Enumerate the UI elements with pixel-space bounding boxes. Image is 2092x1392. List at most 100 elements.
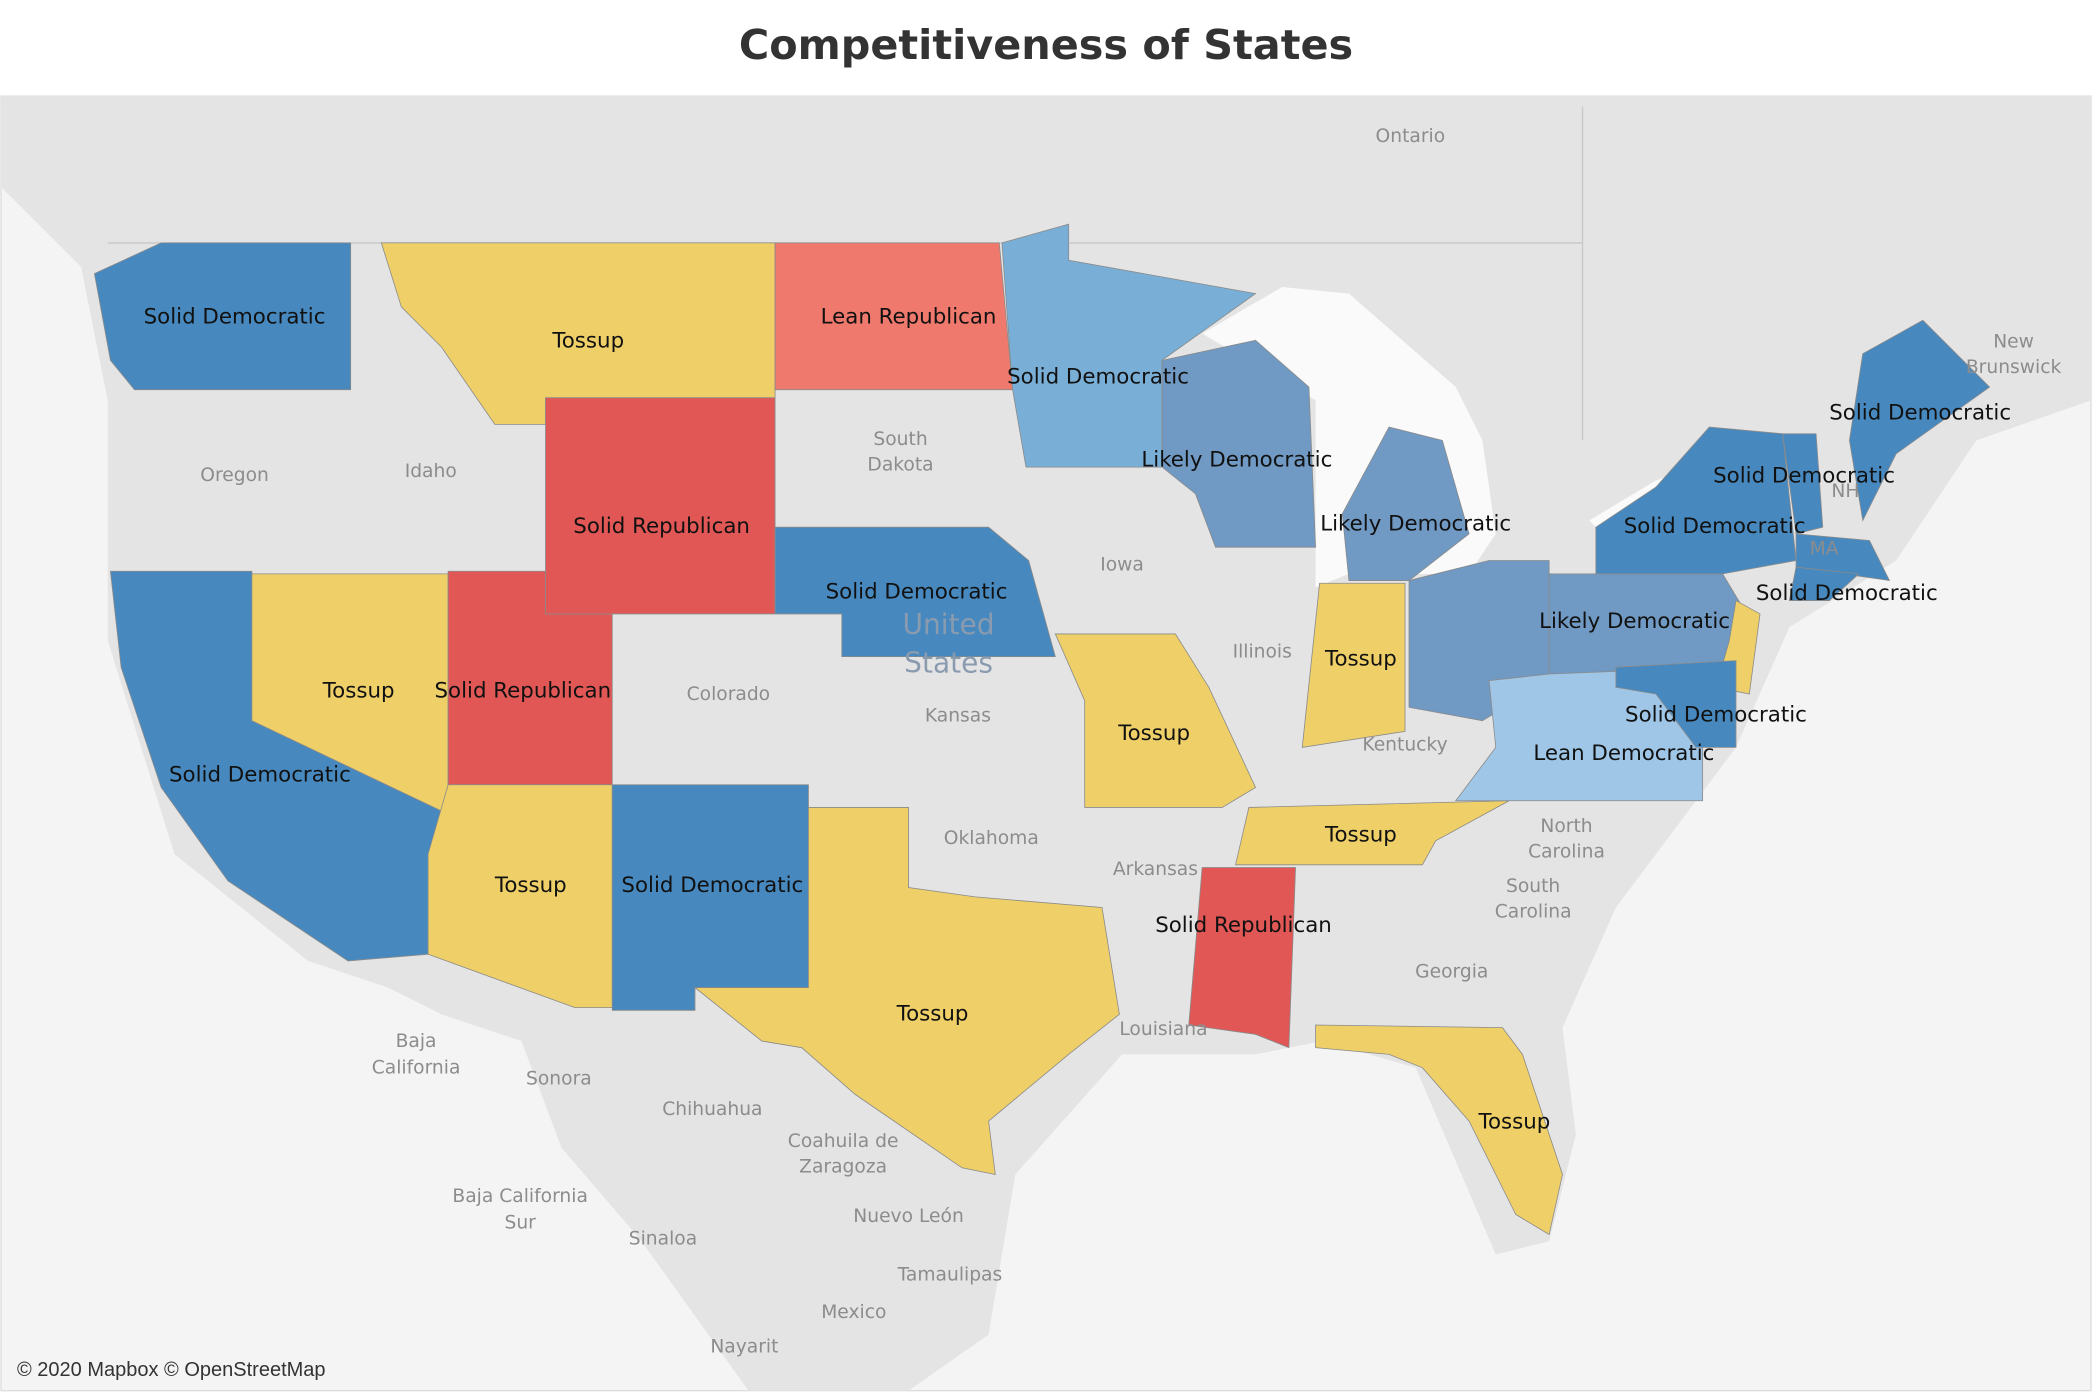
- place-name: Sinaloa: [629, 1228, 697, 1249]
- region-label: Likely Democratic: [1320, 512, 1511, 537]
- place-name-line: States: [904, 647, 993, 680]
- place-name: New Brunswick: [1966, 331, 2062, 377]
- place-name: Kansas: [925, 705, 991, 726]
- place-name-line: New: [1993, 331, 2034, 352]
- region-label: Solid Democratic: [1007, 365, 1189, 390]
- place-name-line: Oklahoma: [944, 828, 1039, 849]
- state: [1188, 867, 1296, 1049]
- place-name-line: Iowa: [1100, 554, 1144, 575]
- place-name-line: Coahuila de: [788, 1131, 899, 1152]
- place-name-line: Chihuahua: [662, 1099, 762, 1120]
- place-name: United States: [903, 608, 995, 680]
- place-name: Baja California: [372, 1030, 461, 1078]
- place-name-line: Baja: [396, 1030, 437, 1051]
- region-label: Solid Republican: [573, 514, 750, 539]
- region-label: Tossup: [1478, 1109, 1551, 1134]
- place-name: Kentucky: [1362, 734, 1447, 755]
- state: [1054, 633, 1257, 808]
- place-name: Louisiana: [1119, 1018, 1207, 1039]
- state: [1235, 800, 1510, 866]
- place-name-line: Kentucky: [1362, 734, 1447, 755]
- place-name-line: Zaragoza: [799, 1156, 887, 1177]
- region-label: Solid Democratic: [1624, 514, 1806, 539]
- region-label: Tossup: [1324, 646, 1397, 671]
- region-label: Solid Democratic: [1829, 401, 2011, 426]
- state: [1615, 660, 1737, 748]
- place-name-line: Carolina: [1528, 841, 1605, 862]
- region-label: Lean Republican: [821, 305, 997, 330]
- place-name-line: Ontario: [1376, 126, 1446, 147]
- region-labels: Solid Democratic Tossup Lean Republican …: [144, 305, 2011, 1135]
- region-label: Tossup: [494, 873, 567, 898]
- title: Competitiveness of States: [739, 21, 1353, 69]
- place-name: Illinois: [1233, 641, 1292, 662]
- place-name-line: Arkansas: [1113, 858, 1198, 879]
- region-label: Solid Democratic: [1713, 463, 1895, 488]
- place-name-line: Illinois: [1233, 641, 1292, 662]
- region-label: Tossup: [896, 1001, 969, 1026]
- place-name-line: North: [1540, 816, 1592, 837]
- state: [1161, 339, 1317, 548]
- place-names: Ontario Oregon Idaho South Dakota Iowa Il…: [200, 126, 2061, 1357]
- place-name-line: California: [372, 1057, 461, 1078]
- place-name-line: Sinaloa: [629, 1228, 697, 1249]
- region-label: Solid Democratic: [1756, 581, 1938, 606]
- place-name-line: United: [903, 608, 995, 641]
- region-label: Solid Democratic: [826, 580, 1008, 605]
- place-name: Oklahoma: [944, 828, 1039, 849]
- place-name-line: Tamaulipas: [897, 1264, 1003, 1285]
- place-name: Georgia: [1415, 961, 1488, 982]
- place-name: Baja California Sur: [452, 1185, 587, 1233]
- place-name-line: Idaho: [405, 461, 457, 482]
- region-label: Tossup: [1324, 822, 1397, 847]
- state: [1782, 433, 1824, 535]
- place-name-line: Carolina: [1495, 901, 1572, 922]
- region-label: Solid Democratic: [1625, 702, 1807, 727]
- region-label: Tossup: [322, 678, 395, 703]
- place-name-line: South: [1506, 876, 1560, 897]
- place-name: Chihuahua: [662, 1099, 762, 1120]
- place-name-line: Dakota: [867, 454, 933, 475]
- region-label: Tossup: [551, 329, 624, 354]
- place-name: Nuevo León: [853, 1205, 964, 1226]
- region-label: Tossup: [1117, 721, 1190, 746]
- state: [774, 526, 1056, 658]
- place-name-line: Colorado: [687, 683, 770, 704]
- place-name: South Dakota: [867, 429, 933, 475]
- place-name: Coahuila de Zaragoza: [788, 1131, 899, 1177]
- place-name-line: Kansas: [925, 705, 991, 726]
- place-name-line: Nayarit: [710, 1336, 778, 1357]
- place-name: South Carolina: [1495, 876, 1572, 922]
- place-name-line: South: [873, 429, 927, 450]
- state: [1315, 1024, 1563, 1236]
- region-label: Solid Democratic: [169, 762, 351, 787]
- region-label: Solid Democratic: [144, 305, 326, 330]
- place-name: Tamaulipas: [897, 1264, 1003, 1285]
- state: [1788, 566, 1860, 601]
- place-name-line: Baja California: [452, 1185, 587, 1206]
- place-name: Nayarit: [710, 1336, 778, 1357]
- place-name: Idaho: [405, 461, 457, 482]
- place-name-line: Sonora: [526, 1068, 592, 1089]
- place-name: Arkansas: [1113, 858, 1198, 879]
- place-name-line: Nuevo León: [853, 1205, 964, 1226]
- region-label: Solid Democratic: [621, 873, 803, 898]
- place-name-line: Louisiana: [1119, 1018, 1207, 1039]
- place-name-line: Sur: [504, 1212, 536, 1233]
- place-name: NH: [1831, 481, 1859, 502]
- region-label: Lean Democratic: [1533, 741, 1714, 766]
- place-name: Iowa: [1100, 554, 1144, 575]
- state: [693, 807, 1120, 1175]
- place-name-line: Georgia: [1415, 961, 1488, 982]
- place-name: Sonora: [526, 1068, 592, 1089]
- region-label: Solid Republican: [1155, 913, 1332, 938]
- place-name: Oregon: [200, 465, 269, 486]
- place-name-line: NH: [1831, 481, 1859, 502]
- state: [93, 242, 352, 391]
- place-name: Ontario: [1376, 126, 1446, 147]
- place-name: MA: [1810, 538, 1839, 559]
- place-name-line: Mexico: [821, 1301, 886, 1322]
- place-name: North Carolina: [1528, 816, 1605, 862]
- state: [1301, 582, 1406, 748]
